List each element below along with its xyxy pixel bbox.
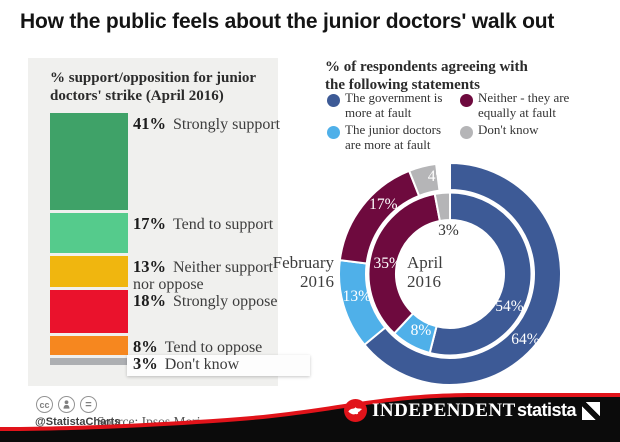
bar-category: Tend to support: [173, 216, 274, 233]
page-title: How the public feels about the junior do…: [20, 10, 555, 33]
donut-slice: [428, 191, 533, 357]
bar-percentage: 17%: [133, 214, 166, 233]
bar-value-label: 41% Strongly support: [133, 115, 298, 134]
statista-wordmark: statista: [517, 400, 577, 420]
donut-slice: [363, 161, 562, 386]
legend-dot: [460, 94, 473, 107]
banner-swoosh: [0, 393, 620, 442]
bar-category: Strongly oppose: [173, 293, 278, 310]
donut-slice: [433, 191, 451, 223]
statista-logo: statista: [517, 400, 601, 421]
slice-value-label: 35%: [373, 255, 402, 273]
bar-value-label: 8% Tend to oppose: [133, 338, 298, 357]
legend-dot: [327, 126, 340, 139]
bar-segment: [50, 358, 128, 365]
donut-rings: [338, 161, 562, 386]
bar-category: Don't know: [164, 356, 240, 373]
bar-value-label: 18% Strongly oppose: [133, 292, 298, 311]
slice-value-label: 13%: [342, 288, 372, 306]
slice-value-label: 4%: [427, 167, 449, 185]
support-bar-chart-panel: % support/opposition for junior doctors'…: [28, 58, 310, 386]
bar-segment: [50, 336, 128, 355]
slice-value-label: 64%: [511, 330, 540, 348]
slice-value-label: 17%: [369, 195, 398, 213]
attribution-person-icon: [58, 396, 75, 413]
bar-percentage: 3%: [133, 354, 158, 373]
bar-percentage: 41%: [133, 114, 166, 133]
equal-icon: =: [80, 396, 97, 413]
independent-wordmark: INDEPENDENT: [372, 399, 516, 421]
bar-segment: [50, 113, 128, 210]
donut-slice: [407, 162, 441, 198]
bar-segment: [50, 290, 128, 333]
bar-category: Strongly support: [173, 116, 281, 133]
bar-chart-title: % support/opposition for junior doctors'…: [50, 70, 257, 104]
bar-value-label: 17% Tend to support: [133, 215, 298, 234]
bar-category: Tend to oppose: [164, 339, 263, 356]
cc-license-icons: cc =: [36, 396, 97, 413]
slice-value-label: 3%: [438, 222, 459, 240]
bar-segment: [50, 256, 128, 287]
independent-logo: INDEPENDENT: [344, 399, 516, 422]
legend-label: Don't know: [478, 122, 539, 137]
legend-label: Neither - they are equally at fault: [478, 90, 570, 120]
donut-chart-title: % of respondents agreeing with the follo…: [325, 59, 528, 93]
ring-label-february: February 2016: [272, 253, 334, 292]
legend-label: The junior doctors are more at fault: [345, 122, 442, 152]
slice-value-label: 8%: [410, 322, 432, 340]
slice-value-label: 54%: [495, 297, 524, 315]
legend-label: The government is more at fault: [345, 90, 443, 120]
bar-percentage: 18%: [133, 291, 166, 310]
bar-value-label: 3% Don't know: [127, 355, 310, 376]
cc-icon: cc: [36, 396, 53, 413]
bar-category: Neither support nor oppose: [133, 259, 273, 293]
legend-dot: [327, 94, 340, 107]
bar-percentage: 13%: [133, 257, 166, 276]
legend-dot: [460, 126, 473, 139]
eagle-icon: [344, 399, 367, 422]
bar-percentage: 8%: [133, 337, 158, 356]
bar-value-label: 13% Neither support nor oppose: [133, 258, 298, 294]
ring-label-april: April 2016: [407, 253, 443, 292]
statista-logo-icon: [582, 401, 601, 420]
bar-segment: [50, 213, 128, 253]
